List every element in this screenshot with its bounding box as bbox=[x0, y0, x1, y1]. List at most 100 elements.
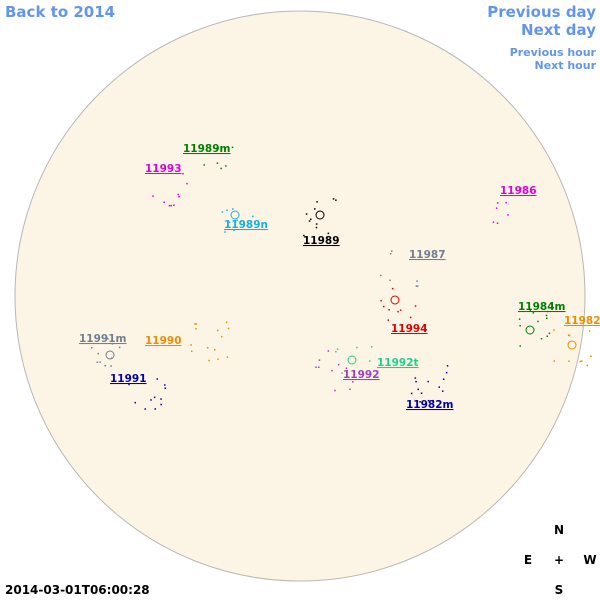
spot bbox=[420, 392, 423, 394]
spot bbox=[226, 209, 228, 212]
compass-north: N bbox=[554, 523, 564, 537]
region-label[interactable]: 11992 bbox=[343, 369, 380, 381]
spot bbox=[331, 369, 333, 372]
spot bbox=[156, 378, 158, 380]
spot bbox=[224, 231, 226, 233]
compass-west: W bbox=[583, 553, 596, 567]
spot bbox=[310, 218, 312, 220]
spot bbox=[529, 310, 532, 312]
spot bbox=[144, 408, 146, 410]
spot bbox=[208, 359, 210, 362]
spot bbox=[232, 208, 234, 210]
spot bbox=[170, 204, 172, 207]
spot bbox=[164, 387, 166, 389]
region-label[interactable]: 11982m bbox=[406, 399, 454, 411]
spot bbox=[390, 295, 400, 305]
spot bbox=[427, 380, 429, 383]
region-label[interactable]: 11993 bbox=[145, 163, 182, 175]
spot bbox=[495, 207, 498, 209]
region-label[interactable]: 11990 bbox=[145, 335, 182, 347]
spot bbox=[415, 380, 417, 383]
spot bbox=[419, 401, 421, 403]
region-label[interactable]: 11982 bbox=[564, 315, 600, 327]
spot bbox=[118, 346, 121, 349]
timestamp: 2014-03-01T06:00:28 bbox=[5, 583, 150, 597]
spot bbox=[496, 202, 499, 204]
previous-day-link[interactable]: Previous day bbox=[487, 3, 596, 21]
spot bbox=[492, 221, 495, 223]
spot bbox=[387, 319, 389, 321]
spot bbox=[409, 316, 412, 319]
previous-hour-link[interactable]: Previous hour bbox=[510, 46, 597, 59]
spot bbox=[160, 403, 162, 406]
spot bbox=[111, 343, 114, 345]
spot bbox=[217, 329, 219, 332]
spot bbox=[414, 377, 417, 379]
spot bbox=[91, 347, 93, 349]
spot bbox=[153, 396, 156, 399]
spot bbox=[308, 220, 311, 222]
spot bbox=[545, 314, 548, 317]
spot bbox=[134, 401, 136, 404]
compass-center: + bbox=[554, 553, 564, 567]
spot bbox=[356, 346, 358, 349]
region-label[interactable]: 11989 bbox=[303, 235, 340, 247]
spot bbox=[553, 329, 555, 331]
next-hour-link[interactable]: Next hour bbox=[535, 59, 597, 72]
spot bbox=[315, 223, 318, 225]
spot bbox=[568, 360, 570, 362]
region-label[interactable]: 11991m bbox=[79, 333, 127, 345]
spot bbox=[532, 312, 535, 314]
region-label[interactable]: 11989m bbox=[183, 143, 231, 155]
region-label[interactable]: 11987 bbox=[409, 249, 446, 261]
spot bbox=[586, 364, 588, 367]
back-link[interactable]: Back to 2014 bbox=[5, 3, 115, 21]
spot bbox=[567, 340, 577, 350]
compass-south: S bbox=[555, 583, 564, 597]
region-label[interactable]: 11989n bbox=[224, 219, 268, 231]
spot bbox=[206, 347, 209, 349]
spot bbox=[507, 214, 509, 216]
spot bbox=[416, 285, 419, 287]
spot bbox=[345, 367, 348, 369]
spot bbox=[336, 348, 339, 350]
spot bbox=[496, 222, 499, 224]
spot bbox=[581, 360, 583, 362]
spot bbox=[182, 172, 184, 175]
region-label[interactable]: 11986 bbox=[500, 185, 537, 197]
spot bbox=[389, 279, 391, 282]
spot bbox=[96, 361, 99, 363]
spot bbox=[380, 299, 382, 302]
spot bbox=[519, 325, 521, 327]
spot bbox=[568, 334, 571, 337]
region-label[interactable]: 11994 bbox=[391, 323, 428, 335]
compass-east: E bbox=[524, 553, 532, 567]
spot bbox=[168, 204, 171, 207]
spot bbox=[537, 320, 539, 323]
spot bbox=[99, 361, 101, 363]
spot bbox=[388, 309, 390, 311]
spot bbox=[305, 213, 308, 215]
spot bbox=[221, 335, 223, 338]
spot bbox=[442, 378, 445, 380]
spot bbox=[446, 365, 449, 367]
spot bbox=[227, 327, 230, 330]
spot bbox=[327, 232, 330, 235]
region-label[interactable]: 11992t bbox=[377, 357, 419, 369]
spot bbox=[505, 201, 507, 204]
spot bbox=[391, 250, 393, 252]
spot bbox=[315, 226, 318, 229]
spot bbox=[314, 208, 316, 210]
spot bbox=[341, 372, 343, 374]
spot bbox=[240, 220, 242, 222]
spot bbox=[152, 195, 154, 197]
spot bbox=[432, 399, 434, 402]
spot bbox=[252, 215, 254, 218]
region-label[interactable]: 11991 bbox=[110, 373, 147, 385]
region-label[interactable]: 11984m bbox=[518, 301, 566, 313]
spot bbox=[173, 204, 175, 206]
spot bbox=[397, 310, 399, 313]
next-day-link[interactable]: Next day bbox=[521, 21, 596, 39]
spot bbox=[369, 360, 371, 362]
